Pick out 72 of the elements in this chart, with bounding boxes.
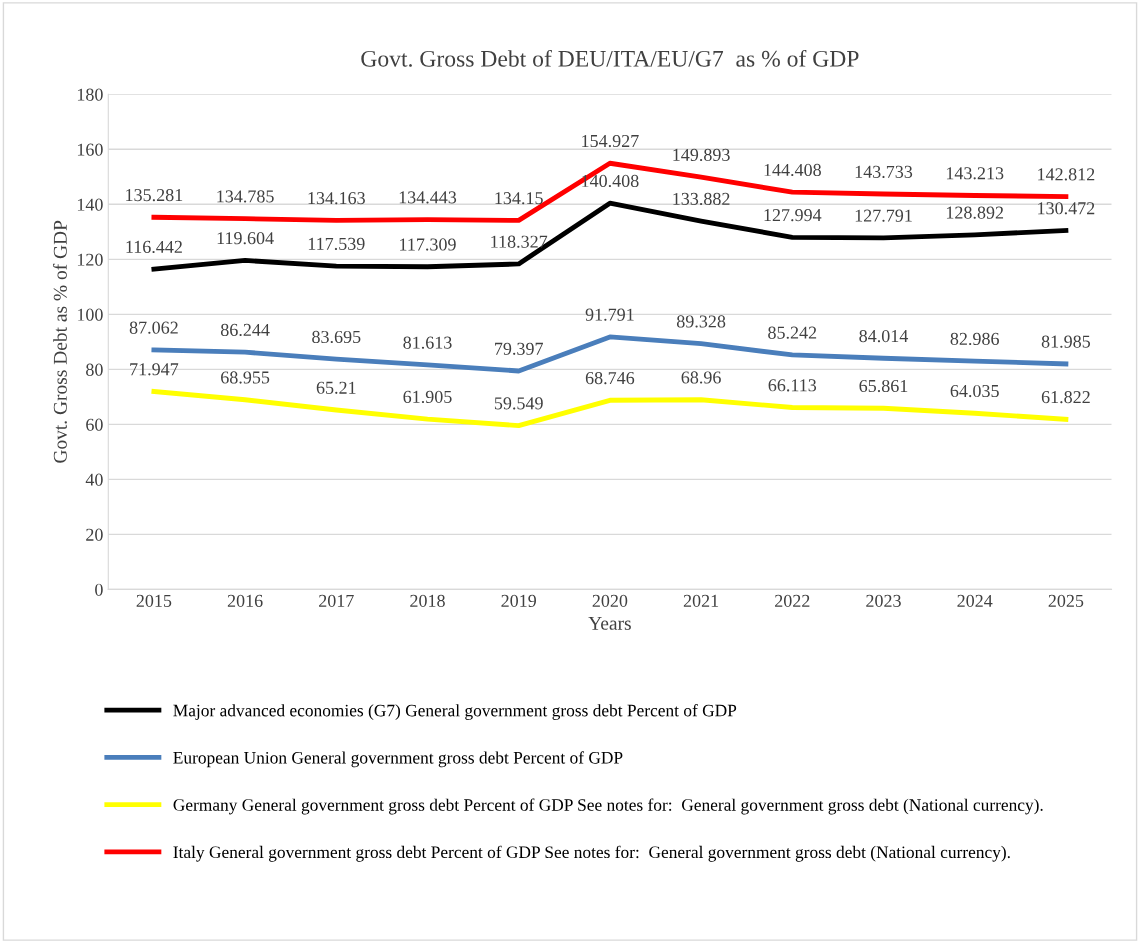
x-tick-label: 2019	[501, 594, 537, 607]
y-axis-title: Govt. Gross Debt as % of GDP	[52, 220, 67, 463]
data-label: 66.113	[768, 379, 817, 392]
x-tick-label: 2020	[592, 594, 628, 607]
data-label: 64.035	[950, 384, 999, 398]
legend-label: Italy General government gross debt Percent of GDP See notes for: General government gross debt (National currency).	[173, 845, 1010, 862]
y-tick-label: 180	[77, 88, 103, 101]
data-label: 59.549	[494, 397, 543, 410]
chart-title: Govt. Gross Debt of DEU/ITA/EU/G7 as % of GDP	[361, 49, 859, 67]
x-tick-label: 2023	[866, 594, 901, 607]
data-label: 83.695	[312, 330, 361, 344]
data-label: 142.812	[1038, 168, 1095, 181]
legend-label: Major advanced economies (G7) General government gross debt Percent of GDP	[173, 704, 737, 720]
y-tick-label: 160	[77, 143, 103, 156]
x-tick-label: 2024	[957, 594, 993, 607]
data-label: 149.893	[673, 148, 730, 162]
data-label: 143.213	[946, 167, 1004, 180]
data-label: 133.882	[673, 192, 730, 206]
data-label: 127.791	[855, 209, 912, 222]
data-label: 116.442	[126, 240, 182, 254]
data-label: 134.163	[308, 192, 365, 205]
data-label: 71.947	[130, 363, 179, 376]
x-tick-label: 2016	[227, 594, 263, 607]
x-tick-label: 2017	[319, 594, 354, 607]
data-label: 135.281	[126, 188, 183, 202]
y-tick-label: 120	[77, 253, 103, 266]
data-label: 81.613	[403, 336, 452, 349]
data-label: 134.443	[399, 191, 457, 204]
data-label: 128.892	[946, 206, 1004, 219]
data-label: 127.994	[764, 209, 822, 222]
data-label: 61.905	[403, 390, 452, 404]
x-tick-label: 2022	[775, 594, 810, 607]
y-tick-label: 140	[77, 198, 103, 211]
data-label: 134.15	[495, 192, 543, 205]
data-label: 81.985	[1041, 335, 1091, 348]
data-label: 68.746	[585, 371, 635, 385]
data-label: 130.472	[1038, 202, 1095, 215]
data-label: 154.927	[582, 134, 639, 148]
data-label: 117.309	[400, 238, 456, 251]
y-tick-label: 100	[77, 308, 103, 321]
data-label: 117.539	[308, 237, 365, 251]
data-label: 68.955	[221, 371, 270, 384]
x-tick-label: 2021	[683, 594, 719, 607]
data-label: 79.397	[495, 342, 544, 355]
y-tick-label: 40	[85, 473, 103, 486]
y-tick-label: 60	[86, 418, 103, 431]
data-label: 87.062	[129, 321, 178, 334]
x-tick-label: 2015	[136, 594, 172, 607]
data-label: 143.733	[855, 165, 913, 178]
legend-label: European Union General government gross debt Percent of GDP	[173, 751, 623, 768]
data-label: 85.242	[768, 326, 817, 339]
y-tick-label: 0	[95, 583, 103, 596]
data-label: 82.986	[950, 332, 999, 346]
data-label: 68.96	[681, 371, 721, 384]
data-label: 86.244	[220, 323, 270, 337]
legend-label: Germany General government gross debt Percent of GDP See notes for: General government gross debt (National currency).	[173, 798, 1043, 815]
data-label: 89.328	[676, 315, 726, 328]
data-label: 118.327	[491, 235, 548, 248]
data-label: 84.014	[859, 329, 909, 343]
data-label: 65.21	[316, 381, 356, 394]
data-label: 144.408	[764, 163, 821, 177]
x-tick-label: 2018	[410, 594, 445, 607]
data-label: 119.604	[217, 232, 274, 245]
y-tick-label: 80	[86, 363, 103, 376]
x-axis-title: Years	[588, 616, 631, 630]
x-tick-label: 2025	[1048, 594, 1084, 607]
data-label: 61.822	[1041, 390, 1090, 404]
data-label: 91.791	[585, 308, 634, 321]
data-label: 134.785	[217, 190, 274, 203]
y-tick-label: 20	[86, 528, 103, 541]
data-label: 65.861	[859, 379, 908, 393]
data-label: 140.408	[582, 174, 639, 188]
